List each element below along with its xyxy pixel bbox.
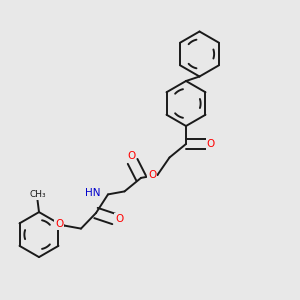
Text: O: O	[207, 139, 215, 149]
Text: HN: HN	[85, 188, 100, 198]
Text: O: O	[148, 170, 156, 180]
Text: O: O	[115, 214, 124, 224]
Text: O: O	[127, 151, 135, 161]
Text: O: O	[55, 219, 63, 229]
Text: CH₃: CH₃	[29, 190, 46, 199]
